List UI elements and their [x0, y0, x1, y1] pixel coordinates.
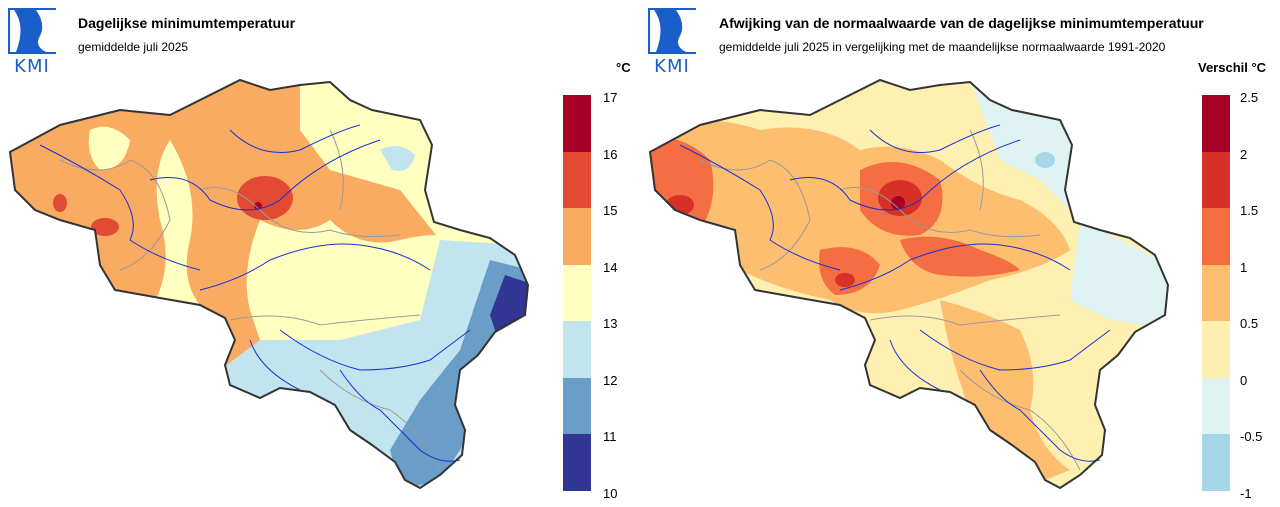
legend-tick-label: 10 — [603, 486, 618, 501]
legend-band — [563, 95, 591, 152]
map-title: Dagelijkse minimumtemperatuur — [78, 15, 296, 31]
legend-band — [563, 151, 591, 209]
legend-tick-label: 0.5 — [1240, 316, 1259, 332]
anomaly-zone-above-2.5 — [891, 196, 905, 210]
legend-tick-label: 0 — [1240, 372, 1248, 388]
legend-tick-label: 2 — [1240, 146, 1248, 162]
temp-zone-16-17 — [254, 202, 262, 210]
legend-unit: °C — [616, 60, 631, 75]
belgium-border — [8, 78, 530, 490]
anomaly-zone-below-0 — [1035, 152, 1055, 168]
legend-band — [563, 321, 591, 378]
legend-band — [1202, 321, 1230, 378]
legend-tick-label: -0.5 — [1240, 429, 1263, 445]
legend-tick-label: 1 — [1240, 259, 1248, 275]
kmi-logo-text: KMI — [14, 56, 50, 77]
legend-band — [563, 434, 591, 491]
map-subtitle: gemiddelde juli 2025 in vergelijking met… — [719, 40, 1166, 54]
kmi-logo-text: KMI — [654, 56, 690, 77]
legend-band — [1202, 377, 1230, 435]
kmi-logo-icon — [648, 8, 696, 54]
legend-tick-label: 11 — [603, 429, 617, 445]
legend-band — [1202, 434, 1230, 491]
legend-tick-label: 15 — [603, 203, 618, 219]
temp-zone-15-16 — [237, 176, 293, 220]
legend-band — [563, 208, 591, 265]
legend-tick-label: 14 — [603, 259, 618, 275]
legend-band — [1202, 151, 1230, 209]
belgium-anomaly-map — [648, 78, 1170, 490]
kmi-logo: KMI — [646, 6, 698, 77]
legend-tick-label: 1.5 — [1240, 203, 1259, 219]
anomaly-legend — [1202, 95, 1230, 491]
legend-band — [563, 377, 591, 435]
legend-band — [1202, 95, 1230, 152]
kmi-logo-icon — [8, 8, 56, 54]
kmi-logo: KMI — [6, 6, 58, 77]
legend-tick-label: 12 — [603, 372, 618, 388]
map-title: Afwijking van de normaalwaarde van de da… — [719, 15, 1204, 31]
belgium-border — [648, 78, 1170, 490]
min-temp-panel: KMI Dagelijkse minimumtemperatuur gemidd… — [6, 6, 631, 501]
legend-band — [563, 264, 591, 322]
legend-unit: Verschil °C — [1198, 60, 1267, 75]
legend-tick-label: 13 — [603, 316, 618, 332]
temperature-legend — [563, 95, 591, 491]
legend-tick-label: 17 — [603, 90, 618, 105]
map-subtitle: gemiddelde juli 2025 — [78, 40, 189, 54]
legend-tick-label: 16 — [603, 146, 618, 162]
anomaly-panel: KMI Afwijking van de normaalwaarde van d… — [640, 0, 1280, 507]
legend-tick-label: 2.5 — [1240, 90, 1259, 105]
legend-tick-label: -1 — [1240, 486, 1252, 501]
legend-band — [1202, 264, 1230, 322]
belgium-min-temp-map — [8, 78, 530, 490]
legend-band — [1202, 208, 1230, 265]
